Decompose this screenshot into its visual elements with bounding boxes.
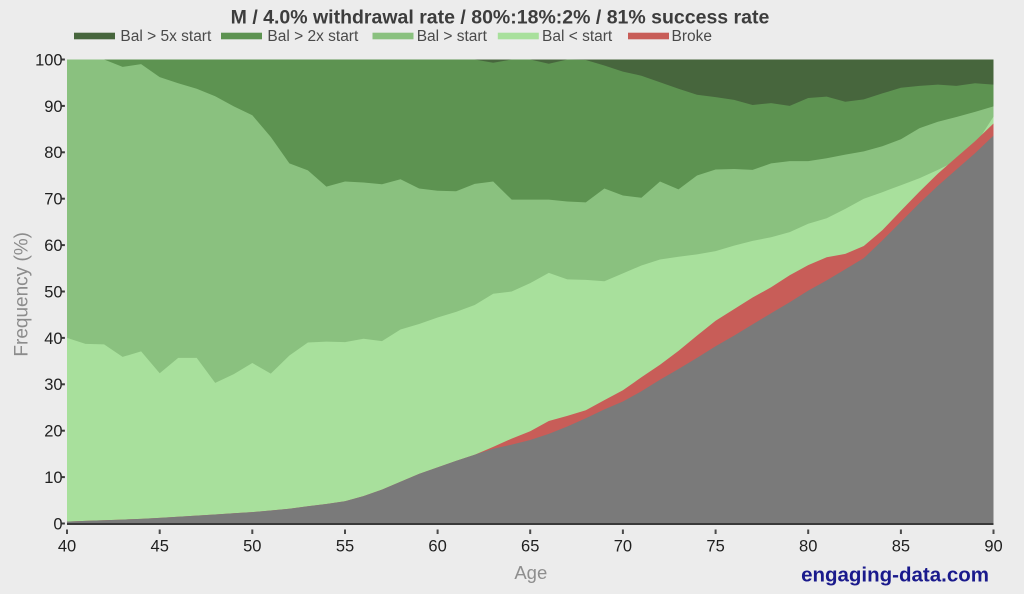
- svg-text:40: 40: [58, 537, 76, 555]
- svg-text:65: 65: [521, 537, 539, 555]
- svg-text:70: 70: [614, 537, 632, 555]
- svg-text:80: 80: [44, 144, 62, 162]
- svg-text:0: 0: [53, 515, 62, 533]
- svg-text:10: 10: [44, 469, 62, 487]
- svg-text:50: 50: [44, 283, 62, 301]
- svg-text:Broke: Broke: [672, 28, 713, 45]
- svg-text:45: 45: [151, 537, 169, 555]
- svg-text:100: 100: [35, 51, 63, 69]
- svg-text:80: 80: [799, 537, 817, 555]
- svg-text:85: 85: [892, 537, 910, 555]
- svg-text:60: 60: [44, 237, 62, 255]
- svg-text:engaging-data.com: engaging-data.com: [801, 564, 989, 587]
- svg-text:55: 55: [336, 537, 354, 555]
- svg-text:Bal > 5x start: Bal > 5x start: [120, 28, 212, 45]
- svg-text:90: 90: [984, 537, 1002, 555]
- svg-text:Frequency (%): Frequency (%): [12, 232, 33, 357]
- svg-text:40: 40: [44, 330, 62, 348]
- svg-text:20: 20: [44, 423, 62, 441]
- svg-text:70: 70: [44, 191, 62, 209]
- svg-text:Bal > start: Bal > start: [417, 28, 488, 45]
- svg-text:60: 60: [428, 537, 446, 555]
- svg-text:Age: Age: [514, 562, 547, 583]
- svg-text:Bal < start: Bal < start: [542, 28, 613, 45]
- svg-text:75: 75: [706, 537, 724, 555]
- svg-text:30: 30: [44, 376, 62, 394]
- svg-text:Bal > 2x start: Bal > 2x start: [267, 28, 359, 45]
- svg-text:90: 90: [44, 98, 62, 116]
- svg-text:50: 50: [243, 537, 261, 555]
- svg-text:M / 4.0% withdrawal rate / 80%: M / 4.0% withdrawal rate / 80%:18%:2% / …: [231, 7, 770, 29]
